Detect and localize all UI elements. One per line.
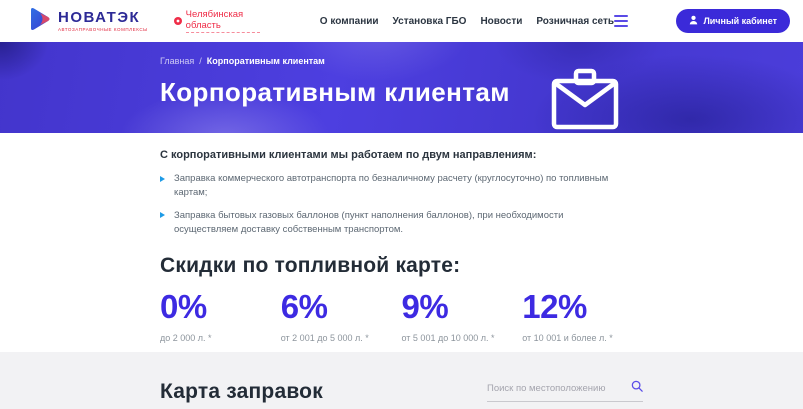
hamburger-icon[interactable] <box>614 14 629 28</box>
triangle-bullet-icon <box>160 212 165 218</box>
account-button-label: Личный кабинет <box>703 16 777 26</box>
nav-item-about[interactable]: О компании <box>319 15 379 27</box>
intro-text: С корпоративными клиентами мы работаем п… <box>160 149 537 161</box>
discounts-heading: Скидки по топливной карте: <box>160 254 461 277</box>
account-button[interactable]: Личный кабинет <box>676 9 790 33</box>
list-item-text: Заправка бытовых газовых баллонов (пункт… <box>174 209 564 235</box>
discount-item: 6% от 2 001 до 5 000 л. * <box>281 290 402 343</box>
main-content: С корпоративными клиентами мы работаем п… <box>160 133 643 370</box>
magnifier-icon[interactable] <box>631 379 643 397</box>
discount-caption: от 10 001 и более л. * <box>522 333 613 343</box>
discount-percent: 0% <box>160 288 207 325</box>
breadcrumb: Главная / Корпоративным клиентам <box>160 56 643 66</box>
list-item: Заправка бытовых газовых баллонов (пункт… <box>160 209 630 238</box>
discount-item: 0% до 2 000 л. * <box>160 290 281 343</box>
logo-subtitle: АВТОЗАПРАВОЧНЫЕ КОМПЛЕКСЫ <box>58 27 148 32</box>
region-selector[interactable]: Челябинская область <box>173 9 260 33</box>
nav-item-gbo[interactable]: Установка ГБО <box>392 15 467 27</box>
discount-percent: 9% <box>401 288 449 325</box>
hero-banner: Главная / Корпоративным клиентам Корпора… <box>0 42 803 133</box>
discount-caption: до 2 000 л. * <box>160 333 212 343</box>
discount-percent: 12% <box>522 288 587 325</box>
map-pin-icon <box>173 12 182 30</box>
nav-item-retail[interactable]: Розничная сеть <box>536 15 614 27</box>
discount-caption: от 2 001 до 5 000 л. * <box>280 333 369 343</box>
logo-title: НОВАТЭК <box>58 9 141 26</box>
list-item-text: Заправка коммерческого автотранспорта по… <box>174 173 609 199</box>
breadcrumb-home[interactable]: Главная <box>160 56 195 66</box>
triangle-bullet-icon <box>160 175 165 182</box>
region-label: Челябинская область <box>185 9 260 33</box>
logo[interactable]: НОВАТЭК АВТОЗАПРАВОЧНЫЕ КОМПЛЕКСЫ <box>28 6 148 37</box>
map-section-title: Карта заправок <box>160 380 323 403</box>
location-search-input[interactable] <box>487 382 631 394</box>
breadcrumb-separator: / <box>199 56 202 66</box>
main-nav: О компании Установка ГБО Новости Розничн… <box>320 16 614 27</box>
discount-item: 12% от 10 001 и более л. * <box>522 290 643 343</box>
list-item: Заправка коммерческого автотранспорта по… <box>160 172 630 201</box>
discounts-grid: 0% до 2 000 л. * 6% от 2 001 до 5 000 л.… <box>160 290 643 343</box>
page-title: Корпоративным клиентам <box>160 77 510 107</box>
play-triangle-icon <box>28 6 52 37</box>
directions-list: Заправка коммерческого автотранспорта по… <box>160 172 643 237</box>
discount-percent: 6% <box>280 288 328 325</box>
discount-item: 9% от 5 001 до 10 000 л. * <box>402 290 523 343</box>
breadcrumb-current: Корпоративным клиентам <box>206 56 325 66</box>
location-search <box>487 379 643 402</box>
user-icon <box>689 15 698 27</box>
nav-item-news[interactable]: Новости <box>480 15 523 27</box>
briefcase-icon <box>551 68 619 130</box>
header: НОВАТЭК АВТОЗАПРАВОЧНЫЕ КОМПЛЕКСЫ Челяби… <box>0 0 803 42</box>
map-section: Карта заправок <box>0 352 803 409</box>
discount-caption: от 5 001 до 10 000 л. * <box>401 333 495 343</box>
